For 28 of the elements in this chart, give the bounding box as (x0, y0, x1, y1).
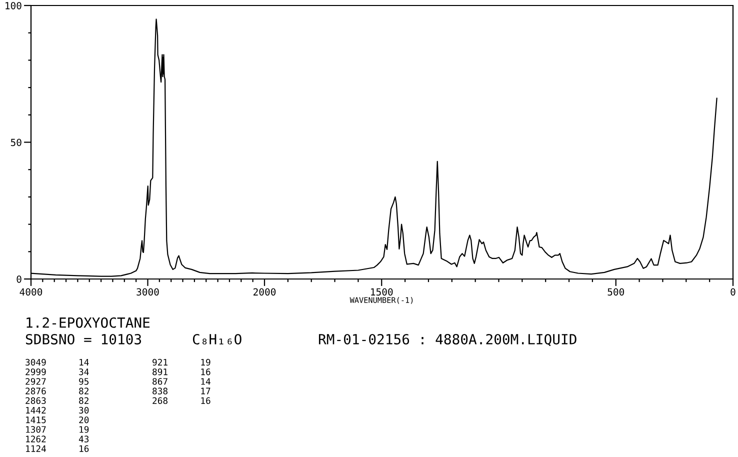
x-tick-label: 3000 (136, 288, 159, 296)
text: 268 16 (152, 397, 210, 404)
y-tick-label: 50 (10, 138, 22, 146)
text: 1.2-EPOXYOCTANE (26, 317, 150, 328)
y-tick-label: 100 (6, 2, 22, 10)
text: 1415 20 (26, 416, 89, 424)
text: 921 19 (152, 358, 210, 366)
x-tick-label: 1500 (371, 288, 393, 296)
text: 1442 30 (26, 406, 89, 414)
x-tick-label: 0 (730, 288, 736, 296)
y-tick-label: 0 (16, 276, 22, 283)
text: 1262 43 (26, 436, 89, 442)
text: RM-01-02156 : 4880A.200M.LIQUID (318, 334, 576, 346)
x-tick-label: 4000 (20, 288, 42, 296)
text: 867 14 (152, 378, 210, 385)
text: C₈H₁₆O (192, 334, 242, 344)
text: 1307 19 (26, 426, 89, 433)
text: 2863 82 (26, 397, 88, 404)
text: 1124 16 (26, 445, 89, 452)
x-tick-label: 2000 (254, 288, 276, 296)
text: 2999 34 (26, 368, 89, 376)
text: 3049 14 (26, 358, 89, 366)
text: 891 16 (152, 368, 210, 376)
text: 838 17 (152, 388, 210, 394)
x-tick-label: 500 (608, 288, 624, 296)
text: SDBSNO = 10103 (26, 334, 142, 344)
text: 2876 82 (26, 388, 88, 394)
text: 2927 95 (26, 378, 89, 385)
